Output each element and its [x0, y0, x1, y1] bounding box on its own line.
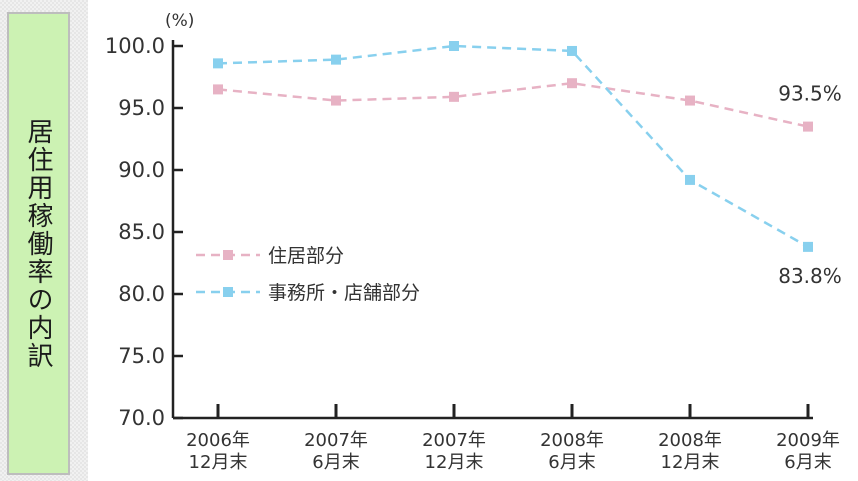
y-tick-label-3: 85.0: [118, 220, 165, 244]
series-line-0: [217, 81, 809, 128]
side-label-text: 居住用稼働率の内訳: [23, 117, 53, 370]
legend-marker-1: [223, 287, 233, 297]
series-1-end-label: 83.8%: [778, 264, 842, 288]
side-label-box: 居住用稼働率の内訳: [7, 12, 70, 475]
x-tick-label-3-line2: 6月末: [548, 452, 595, 473]
y-tick-label-6: 100.0: [105, 34, 165, 58]
y-axis-unit-label: (%): [165, 11, 194, 31]
x-tick-label-5-line1: 2009年: [776, 430, 840, 451]
x-tick-label-1-line2: 6月末: [312, 452, 359, 473]
series-line-1: [217, 44, 809, 248]
y-tick-label-1: 75.0: [118, 344, 165, 368]
x-tick-label-1-line1: 2007年: [304, 430, 368, 451]
x-tick-label-5-line2: 6月末: [784, 452, 831, 473]
legend-label-1: 事務所・店舗部分: [268, 282, 420, 304]
x-tick-label-4-line1: 2008年: [658, 430, 722, 451]
series-1-point-2: [449, 41, 459, 51]
series-0-point-1: [331, 95, 341, 106]
chart-panel: (%) 70.0 75.0 80.0 85.0 90.0 95.0 100.0 2006年 12月…: [88, 0, 858, 481]
series-1-point-0: [213, 58, 223, 69]
series-0-point-0: [213, 84, 223, 95]
series-0-point-4: [685, 95, 695, 106]
y-tick-label-2: 80.0: [118, 282, 165, 306]
line-chart: (%)70.075.080.085.090.095.0100.02006年12月…: [105, 11, 842, 473]
series-0-point-3: [567, 78, 577, 89]
series-1-point-4: [685, 174, 695, 185]
series-0-end-label: 93.5%: [778, 82, 842, 106]
series-1-point-5: [803, 241, 813, 252]
legend-marker-0: [223, 250, 233, 260]
x-tick-label-2-line1: 2007年: [422, 430, 486, 451]
y-tick-label-0: 70.0: [118, 406, 165, 430]
legend-label-0: 住居部分: [268, 245, 344, 267]
y-tick-label-5: 95.0: [118, 96, 165, 120]
series-1-point-1: [331, 54, 341, 65]
x-tick-label-0-line2: 12月末: [189, 452, 248, 473]
x-tick-label-2-line2: 12月末: [425, 452, 484, 473]
y-tick-label-4: 90.0: [118, 158, 165, 182]
series-0-point-5: [803, 121, 813, 132]
x-tick-label-3-line1: 2008年: [540, 430, 604, 451]
x-tick-label-0-line1: 2006年: [186, 430, 250, 451]
series-1-point-3: [567, 45, 577, 56]
series-0-point-2: [449, 91, 459, 102]
x-tick-label-4-line2: 12月末: [661, 452, 720, 473]
